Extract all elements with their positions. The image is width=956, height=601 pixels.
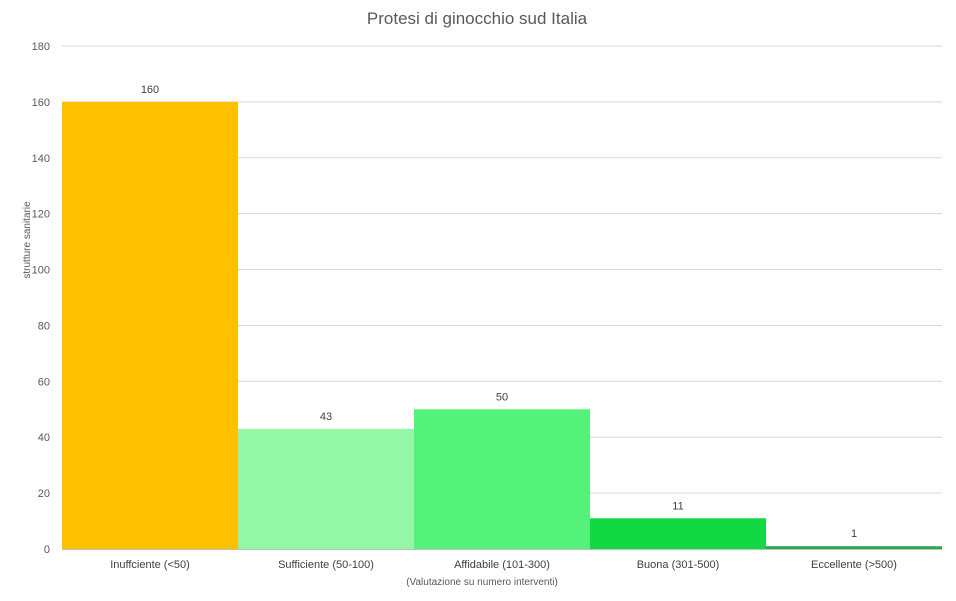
- category-label: Inuffciente (<50): [110, 559, 190, 571]
- y-tick-label: 0: [44, 544, 50, 556]
- chart-title: Protesi di ginocchio sud Italia: [367, 9, 588, 28]
- category-label: Sufficiente (50-100): [278, 559, 374, 571]
- data-label: 160: [141, 84, 159, 96]
- y-tick-label: 60: [38, 376, 50, 388]
- y-tick-label: 20: [38, 488, 50, 500]
- y-tick-label: 40: [38, 432, 50, 444]
- bar: [590, 518, 766, 549]
- bar: [62, 101, 238, 549]
- y-axis-label: strutture sanitarie: [22, 201, 33, 279]
- y-tick-label: 160: [32, 97, 50, 109]
- bar: [238, 428, 414, 549]
- category-label: Buona (301-500): [637, 559, 720, 571]
- y-tick-label: 100: [32, 265, 50, 277]
- data-label: 11: [672, 500, 683, 512]
- y-tick-label: 180: [32, 41, 50, 53]
- category-label: Eccellente (>500): [811, 559, 897, 571]
- y-tick-label: 80: [38, 320, 50, 332]
- y-tick-label: 140: [32, 153, 50, 165]
- x-axis-categories: Inuffciente (<50) Sufficiente (50-100) Aff…: [110, 559, 897, 571]
- y-axis-ticks: 0 20 40 60 80 100 120 140 160 180: [32, 41, 50, 556]
- data-label: 50: [496, 391, 508, 403]
- bar: [414, 409, 590, 549]
- x-axis-label: (Valutazione su numero interventi): [406, 577, 558, 588]
- data-label: 43: [320, 411, 332, 423]
- data-label: 1: [851, 528, 857, 540]
- y-tick-label: 120: [32, 209, 50, 221]
- bars: [62, 101, 942, 549]
- bar: [766, 546, 942, 549]
- category-label: Affidabile (101-300): [454, 559, 550, 571]
